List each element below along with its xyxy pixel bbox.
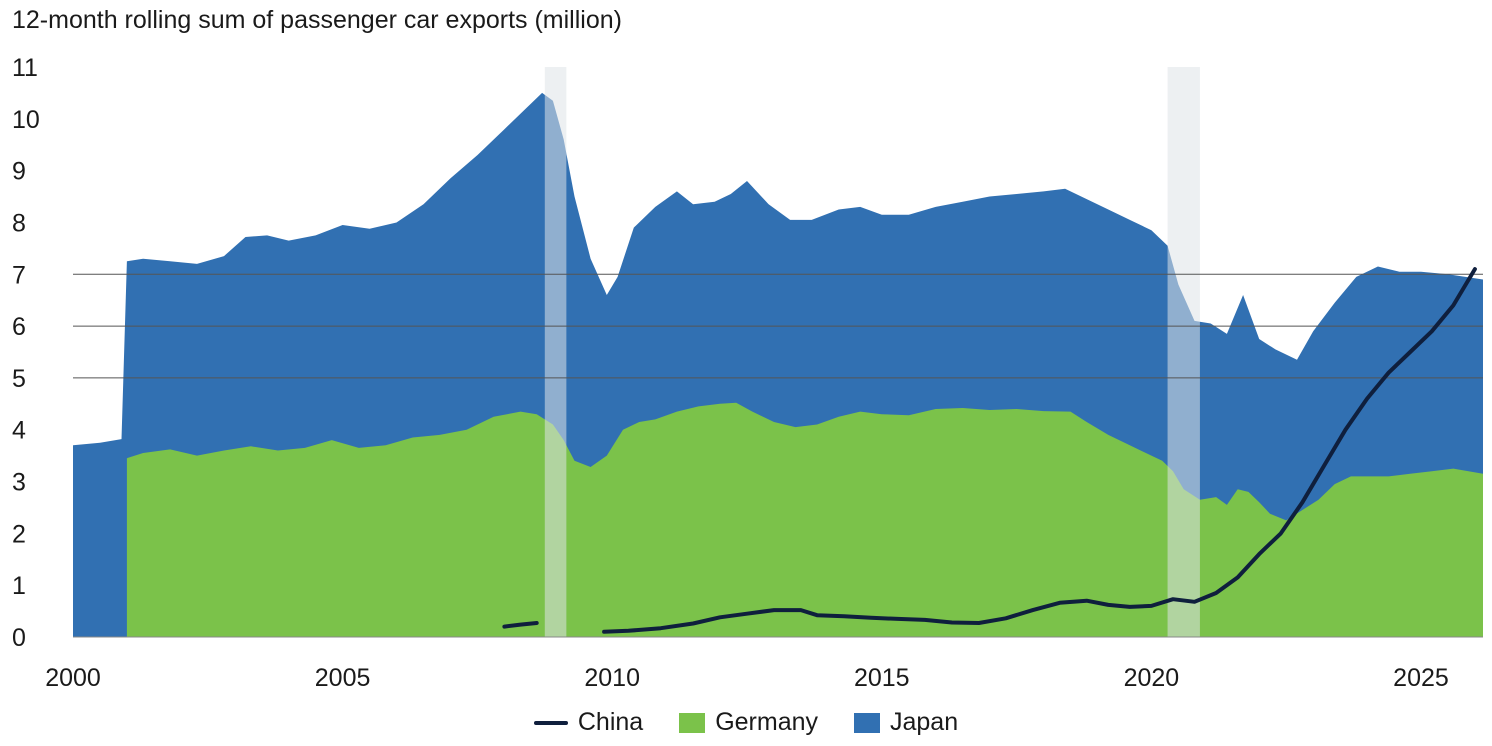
shaded-period-1 — [544, 67, 567, 637]
legend-label-germany: Germany — [715, 708, 818, 736]
china-line-segment-1 — [502, 621, 539, 629]
legend-item-japan: Japan — [854, 708, 958, 737]
x-tick-label: 2025 — [1393, 664, 1449, 692]
legend-item-china: China — [533, 708, 644, 737]
x-tick-label: 2020 — [1124, 664, 1180, 692]
x-tick-label: 2000 — [45, 664, 101, 692]
y-tick-label: 0 — [12, 624, 26, 652]
legend-label-china: China — [577, 708, 644, 736]
legend-label-japan: Japan — [890, 708, 959, 736]
y-tick-label: 3 — [12, 469, 26, 497]
x-tick-label: 2010 — [584, 664, 640, 692]
y-tick-label: 10 — [12, 106, 40, 134]
legend-swatch-germany — [679, 712, 706, 733]
y-tick-label: 4 — [12, 417, 26, 445]
x-tick-label: 2015 — [854, 664, 910, 692]
shaded-period-2 — [1167, 67, 1200, 637]
y-tick-label: 11 — [12, 54, 38, 82]
y-tick-label: 9 — [12, 158, 26, 186]
y-tick-label: 6 — [12, 313, 26, 341]
y-tick-label: 2 — [12, 520, 26, 548]
legend-item-germany: Germany — [679, 708, 818, 737]
germany-area — [126, 402, 1483, 637]
y-tick-label: 8 — [12, 209, 26, 237]
chart-title: 12-month rolling sum of passenger car ex… — [12, 6, 622, 34]
legend: China Germany Japan — [0, 708, 1492, 737]
legend-swatch-japan — [854, 712, 880, 733]
china-line-segment-2 — [602, 267, 1477, 634]
y-tick-label: 5 — [12, 365, 26, 393]
y-tick-label: 1 — [12, 572, 26, 600]
y-tick-label: 7 — [12, 261, 26, 289]
x-tick-label: 2005 — [315, 664, 371, 692]
chart-plot: 0 1 2 3 4 5 6 7 8 9 10 11 2000 2005 2010 2015 2020 2025 — [12, 54, 1483, 692]
legend-swatch-china — [533, 720, 568, 725]
